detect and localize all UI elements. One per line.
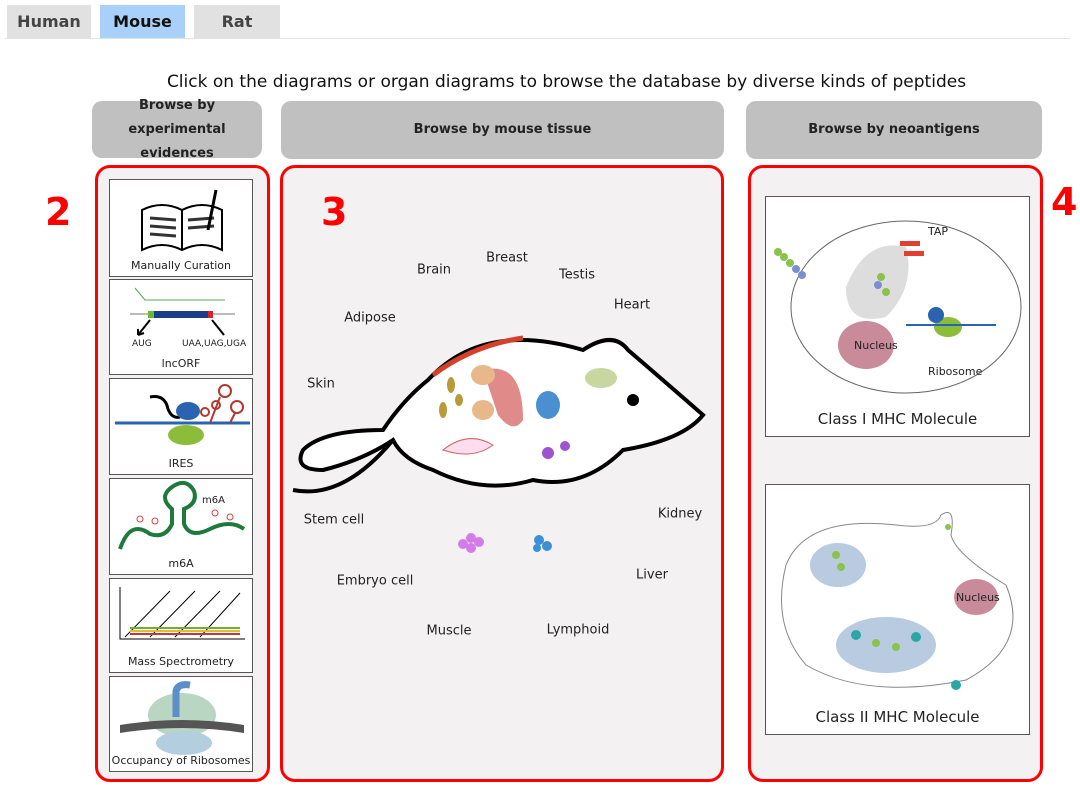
tap-label: TAP xyxy=(927,225,948,238)
item-label: lncORF xyxy=(161,357,201,370)
tissue-liver[interactable]: Liver xyxy=(636,567,668,583)
start-codon-label: AUG xyxy=(132,339,152,349)
header-neoantigens: Browse by neoantigens xyxy=(746,101,1042,159)
tissue-testis[interactable]: Testis xyxy=(559,267,595,283)
header-line-1: Browse by xyxy=(138,97,216,113)
evidence-manual-curation[interactable]: Manually Curation xyxy=(109,179,253,277)
tab-divider xyxy=(5,38,1070,39)
section-number-4: 4 xyxy=(1051,180,1078,224)
evidence-ires[interactable]: IRES xyxy=(109,378,253,475)
orf-diagram-icon: AUG UAA,UAG,UGA xyxy=(130,287,247,349)
header-experimental-evidences: Browse by experimental evidences xyxy=(92,98,262,161)
tissue-heart[interactable]: Heart xyxy=(613,297,651,313)
m6a-mark: m6A xyxy=(202,495,225,506)
tissue-kidney[interactable]: Kidney xyxy=(657,506,703,522)
evidence-mass-spectrometry[interactable]: Mass Spectrometry xyxy=(109,578,253,673)
class-i-mhc-card[interactable]: Nucleus TAP Ribosome Class I MHC Molecul… xyxy=(765,196,1030,437)
nucleus-label: Nucleus xyxy=(854,339,898,352)
tissue-stem-cell[interactable]: Stem cell xyxy=(303,512,365,528)
class-ii-mhc-diagram: Nucleus xyxy=(781,512,1014,690)
item-label: Mass Spectrometry xyxy=(127,655,235,668)
header-mouse-tissue: Browse by mouse tissue xyxy=(281,101,724,159)
tissue-skin[interactable]: Skin xyxy=(307,376,335,392)
item-label: m6A xyxy=(168,557,194,570)
nucleus-label: Nucleus xyxy=(956,591,1000,604)
book-icon xyxy=(141,189,223,252)
tissue-lymphoid[interactable]: Lymphoid xyxy=(546,622,610,638)
evidence-lncorf[interactable]: AUG UAA,UAG,UGA lncORF xyxy=(109,279,253,375)
tissue-adipose[interactable]: Adipose xyxy=(344,310,396,326)
card-label: Class II MHC Molecule xyxy=(815,708,980,726)
evidence-ribosome-occupancy[interactable]: Occupancy of Ribosomes xyxy=(109,676,253,772)
tissue-brain[interactable]: Brain xyxy=(416,262,452,278)
section-number-2: 2 xyxy=(45,190,72,234)
evidence-m6a[interactable]: m6A m6A xyxy=(109,478,253,575)
tab-rat[interactable]: Rat xyxy=(194,5,280,38)
mouse-body-diagram[interactable] xyxy=(283,320,723,520)
spectrum-chart-icon xyxy=(119,587,245,640)
class-ii-mhc-card[interactable]: Nucleus Class II MHC Molecule xyxy=(765,484,1030,735)
ribosome-label: Ribosome xyxy=(928,365,983,378)
item-label: Occupancy of Ribosomes xyxy=(111,754,251,767)
item-label: IRES xyxy=(168,457,194,470)
tab-mouse[interactable]: Mouse xyxy=(100,5,185,38)
section-number-3: 3 xyxy=(321,190,348,234)
class-i-mhc-diagram: Nucleus TAP Ribosome xyxy=(774,220,1022,394)
header-line-2: experimental evidences xyxy=(128,121,226,161)
tab-human[interactable]: Human xyxy=(7,5,91,38)
ires-diagram-icon xyxy=(115,384,250,445)
tissue-muscle[interactable]: Muscle xyxy=(426,623,472,639)
tissue-embryo-cell[interactable]: Embryo cell xyxy=(336,573,414,589)
m6a-diagram-icon: m6A xyxy=(118,480,246,550)
item-label: Manually Curation xyxy=(130,259,232,272)
ribosome-icon xyxy=(120,681,244,755)
tissue-breast[interactable]: Breast xyxy=(486,250,528,266)
instruction-text: Click on the diagrams or organ diagrams … xyxy=(166,72,967,92)
cell-icons[interactable] xyxy=(455,528,565,558)
stop-codon-label: UAA,UAG,UGA xyxy=(182,339,247,349)
card-label: Class I MHC Molecule xyxy=(817,410,978,428)
